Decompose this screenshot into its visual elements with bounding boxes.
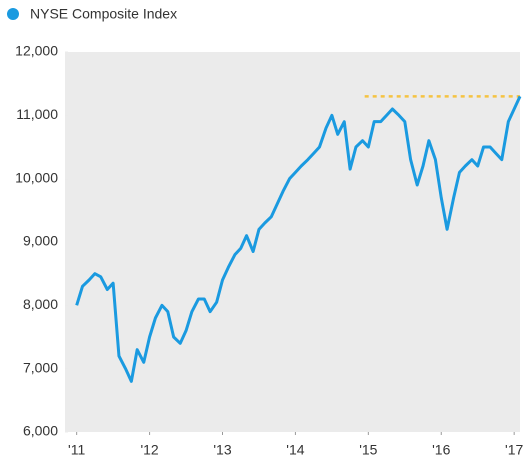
y-tick-label: 8,000 [23, 296, 58, 312]
x-tick-label: '11 [68, 442, 85, 458]
plot-area [65, 52, 520, 432]
x-tick-label: '13 [213, 442, 231, 458]
x-tick-label: '14 [286, 442, 304, 458]
y-tick-label: 10,000 [15, 169, 58, 185]
x-tick-label: '17 [505, 442, 523, 458]
series-line [75, 95, 522, 383]
legend-label: NYSE Composite Index [30, 6, 177, 22]
x-tick-label: '16 [432, 442, 450, 458]
x-tick-label: '12 [140, 442, 158, 458]
legend-marker [7, 8, 19, 20]
y-tick-label: 6,000 [23, 423, 58, 439]
x-tick-label: '15 [359, 442, 377, 458]
y-tick-label: 9,000 [23, 233, 58, 249]
y-tick-label: 7,000 [23, 359, 58, 375]
y-tick-label: 12,000 [15, 43, 58, 59]
y-tick-label: 11,000 [16, 106, 58, 122]
